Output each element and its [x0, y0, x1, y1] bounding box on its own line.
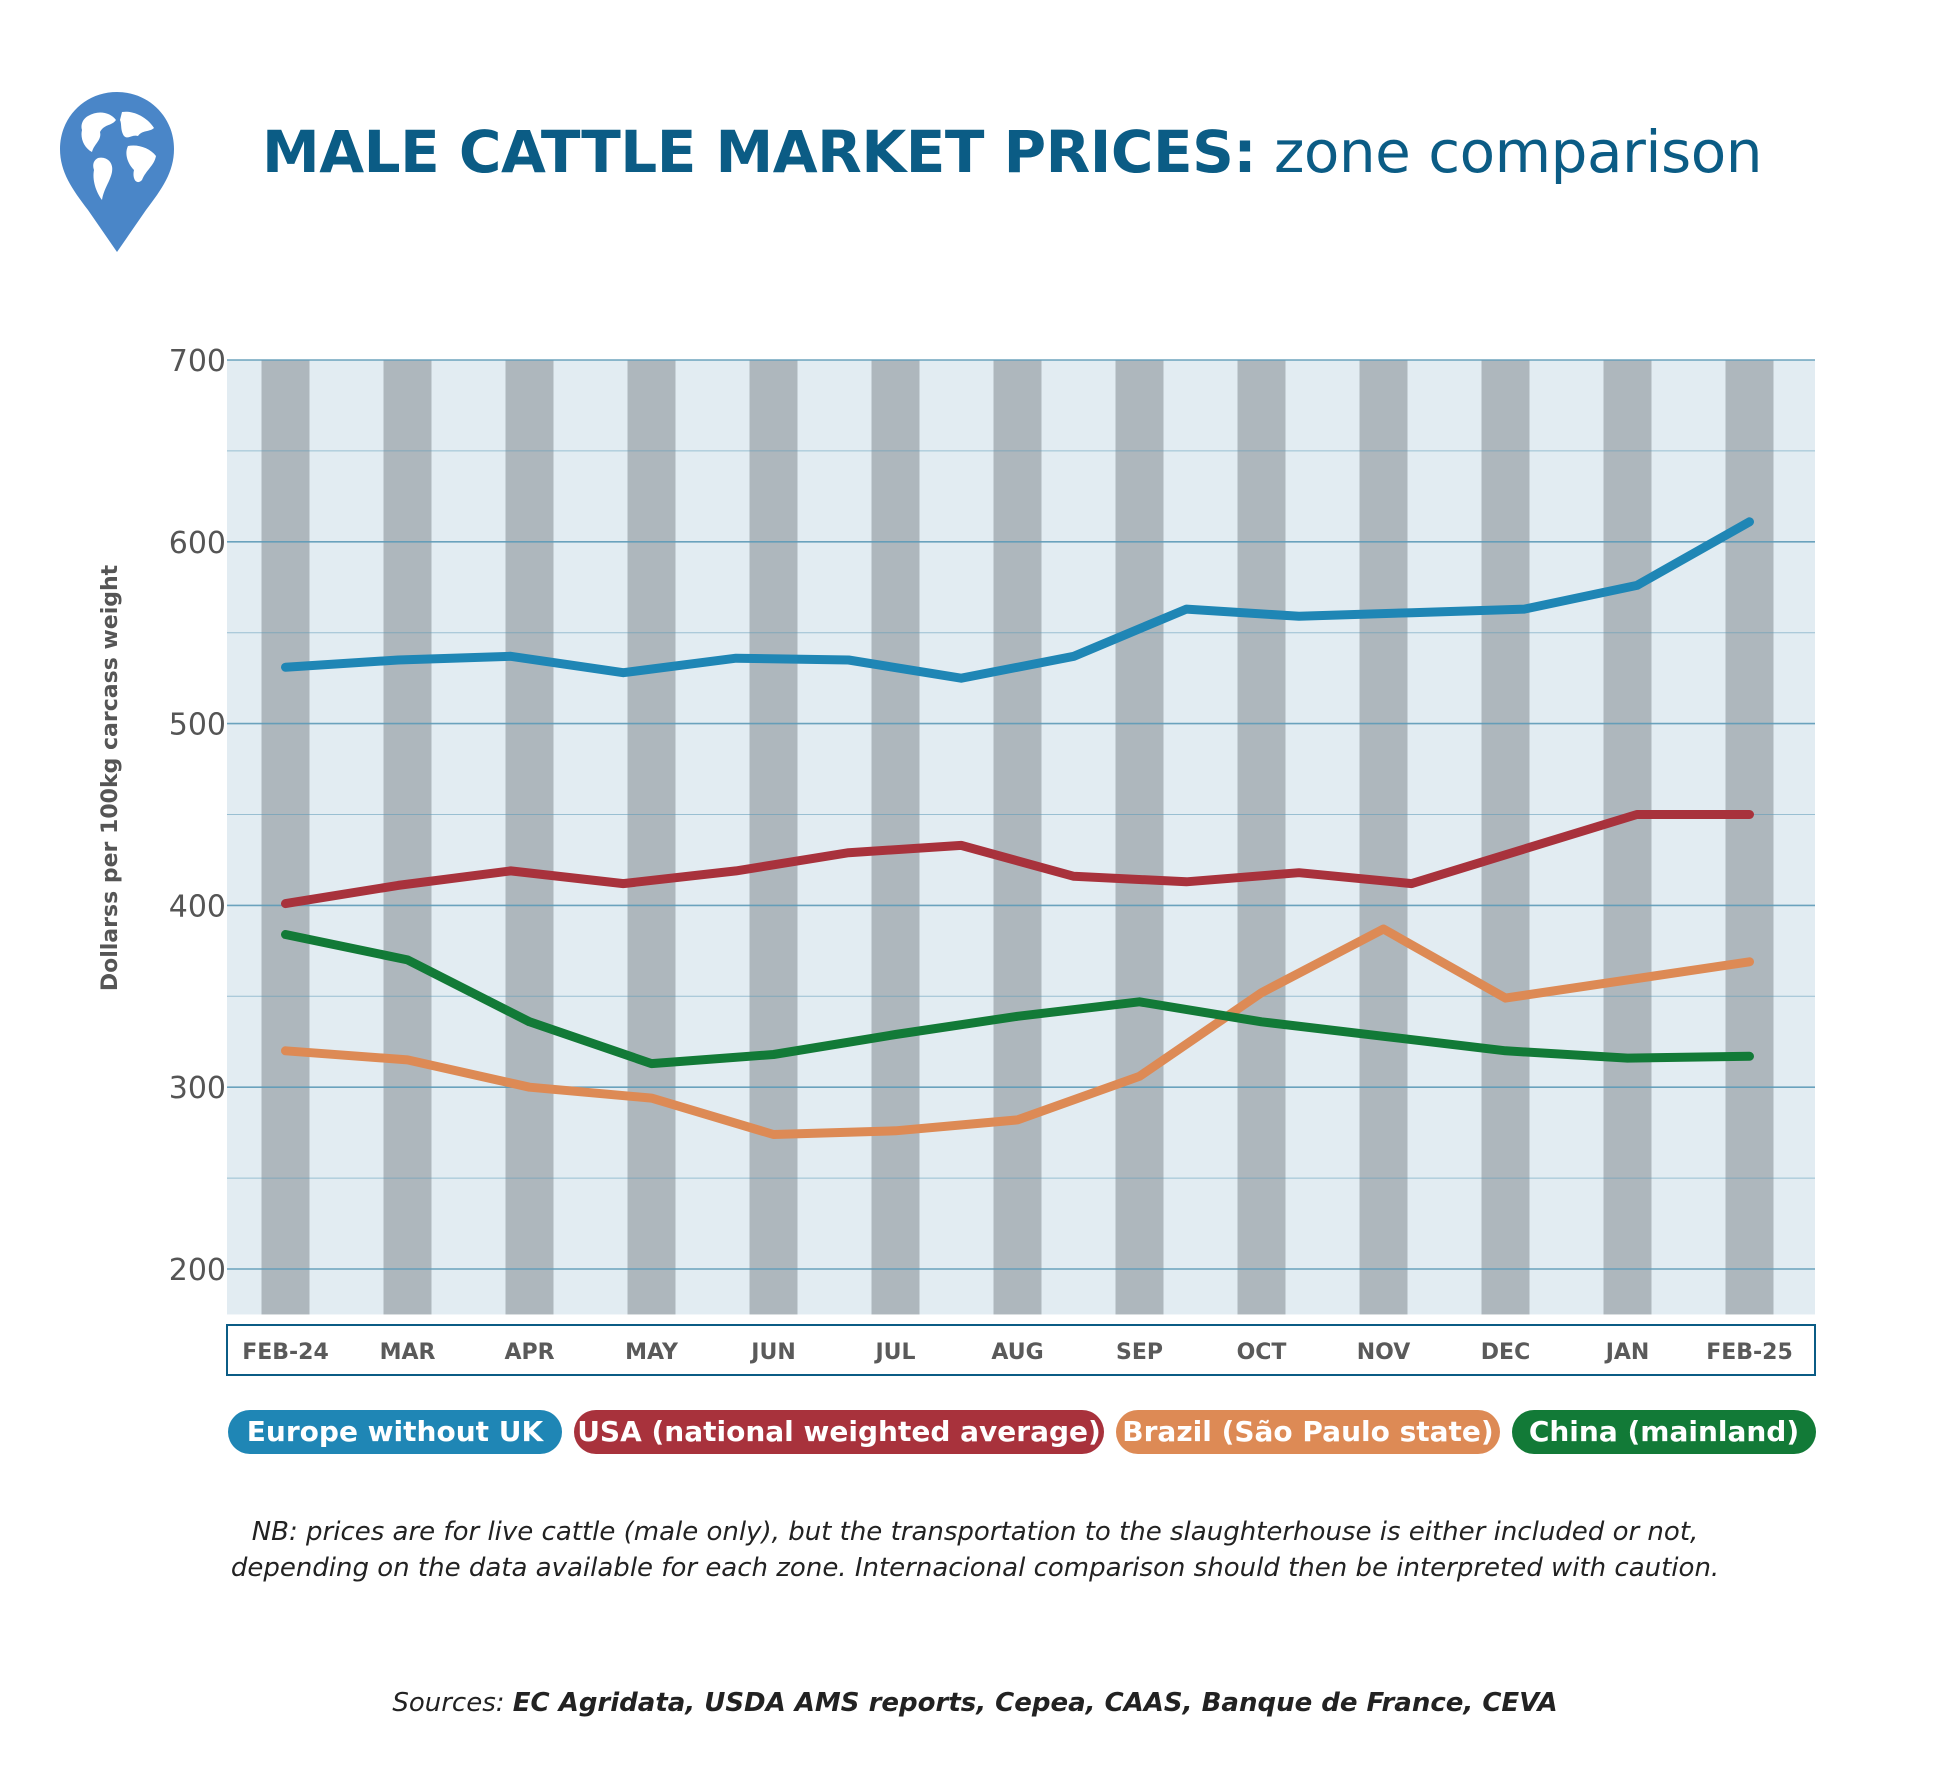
x-tick-label: OCT: [1237, 1340, 1287, 1365]
sources-label: Sources:: [392, 1688, 513, 1718]
note-line-1: NB: prices are for live cattle (male onl…: [251, 1517, 1699, 1547]
x-tick-label: FEB-25: [1706, 1340, 1793, 1365]
x-axis-ticks: FEB-24 MAR APR MAY JUN JUL AUG SEP OCT NOV DEC JAN F…: [242, 1340, 1793, 1365]
month-band: [1725, 360, 1774, 1315]
month-band: [1603, 360, 1652, 1315]
legend-europe: Europe without UK: [228, 1410, 562, 1454]
month-band: [383, 360, 432, 1315]
x-tick-label: AUG: [991, 1340, 1043, 1365]
month-band: [1481, 360, 1530, 1315]
series-line-3: [281, 930, 1754, 1069]
y-tick-label: 600: [169, 526, 226, 561]
series-line-2: [281, 924, 1754, 1139]
x-tick-label: JUL: [873, 1340, 915, 1365]
month-band: [627, 360, 676, 1315]
x-tick-label: JAN: [1604, 1340, 1650, 1365]
y-tick-label: 200: [169, 1253, 226, 1288]
y-tick-label: 300: [169, 1071, 226, 1106]
page-title: MALE CATTLE MARKET PRICES: zone comparis…: [262, 118, 1762, 186]
x-axis-frame: [226, 1324, 1816, 1376]
y-tick-label: 400: [169, 889, 226, 924]
x-tick-label: APR: [504, 1340, 554, 1365]
y-axis-label: Dollarss per 100kg carcass weight: [98, 564, 123, 991]
note-line-2: depending on the data available for each…: [230, 1553, 1720, 1583]
series-line-0: [281, 517, 1754, 683]
x-tick-label: NOV: [1357, 1340, 1411, 1365]
month-band: [505, 360, 554, 1315]
x-tick-label: FEB-24: [242, 1340, 329, 1365]
sources: Sources: EC Agridata, USDA AMS reports, …: [0, 1688, 1950, 1718]
month-band: [1115, 360, 1164, 1315]
legend-usa: USA (national weighted average): [574, 1410, 1104, 1454]
month-band: [871, 360, 920, 1315]
y-axis-ticks: 200 300 400 500 600 700: [169, 344, 226, 1288]
line-chart: 200 300 400 500 600 700 FEB-24 MAR APR MAY JUN JUL…: [98, 344, 1816, 1376]
title-light: zone comparison: [1256, 118, 1762, 186]
title-bold: MALE CATTLE MARKET PRICES:: [262, 118, 1257, 186]
x-tick-label: MAY: [625, 1340, 679, 1365]
sources-list: EC Agridata, USDA AMS reports, Cepea, CA…: [512, 1688, 1558, 1718]
series-line-1: [281, 810, 1754, 909]
legend-china: China (mainland): [1512, 1410, 1816, 1454]
x-tick-label: SEP: [1116, 1340, 1163, 1365]
x-tick-label: MAR: [380, 1340, 436, 1365]
legend-brazil: Brazil (São Paulo state): [1116, 1410, 1500, 1454]
globe-pin-icon: [60, 92, 174, 252]
x-tick-label: JUN: [749, 1340, 795, 1365]
chart-grid: [227, 359, 1815, 1270]
month-band: [749, 360, 798, 1315]
month-band: [993, 360, 1042, 1315]
month-band: [261, 360, 310, 1315]
y-tick-label: 700: [169, 344, 226, 379]
x-tick-label: DEC: [1481, 1340, 1530, 1365]
chart-series: [281, 517, 1754, 1139]
y-tick-label: 500: [169, 708, 226, 743]
month-band: [1359, 360, 1408, 1315]
month-band: [1237, 360, 1286, 1315]
